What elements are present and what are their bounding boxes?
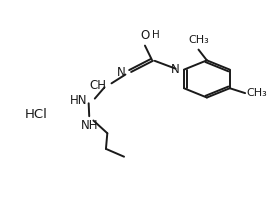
Text: O: O bbox=[140, 29, 150, 42]
Text: N: N bbox=[117, 66, 125, 79]
Text: CH: CH bbox=[89, 79, 106, 92]
Text: N: N bbox=[171, 63, 180, 76]
Text: CH₃: CH₃ bbox=[188, 35, 209, 45]
Text: CH₃: CH₃ bbox=[246, 88, 267, 98]
Text: H: H bbox=[152, 30, 160, 40]
Text: HN: HN bbox=[70, 94, 88, 107]
Text: HCl: HCl bbox=[24, 108, 47, 121]
Text: NH: NH bbox=[80, 119, 98, 132]
